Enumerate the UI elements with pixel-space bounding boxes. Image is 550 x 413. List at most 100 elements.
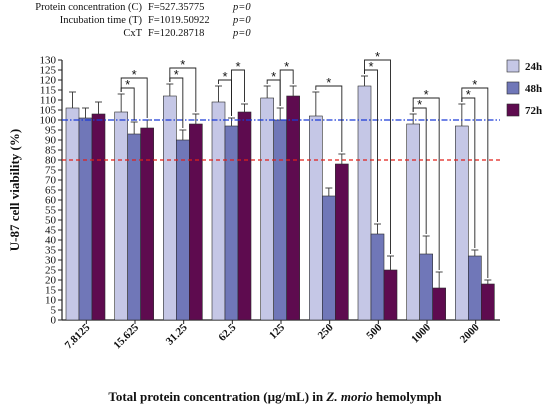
legend-swatch-72h bbox=[506, 103, 520, 117]
bar-24h-7.8125 bbox=[65, 107, 80, 321]
x-axis-title: Total protein concentration (µg/mL) in Z… bbox=[0, 389, 550, 405]
bar-48h-7.8125 bbox=[78, 117, 93, 321]
bar-24h-500 bbox=[357, 85, 372, 321]
bar-24h-1000 bbox=[406, 123, 420, 321]
stat-row-incubation-time: Incubation time (T) F=1019.50922 p=0 bbox=[0, 15, 300, 29]
bar-72h-7.8125 bbox=[91, 113, 106, 321]
legend-label-24h: 24h bbox=[525, 61, 542, 73]
stat-label: Protein concentration (C) bbox=[35, 2, 142, 13]
significance-asterisk: * bbox=[132, 67, 137, 82]
y-tick-label: 10 bbox=[45, 295, 57, 307]
y-tick-label: 75 bbox=[45, 165, 57, 177]
significance-asterisk: * bbox=[326, 75, 331, 90]
significance-asterisk: * bbox=[466, 87, 471, 102]
bar-72h-2000 bbox=[481, 283, 495, 321]
y-tick-label: 60 bbox=[45, 195, 57, 207]
y-tick-label: 130 bbox=[40, 55, 57, 67]
legend-swatch-24h bbox=[506, 59, 520, 73]
bar-48h-62.5 bbox=[224, 125, 239, 321]
stat-label: Incubation time (T) bbox=[59, 15, 142, 26]
stat-f-value: F=527.35775 bbox=[148, 2, 205, 13]
bar-24h-2000 bbox=[455, 125, 469, 321]
x-tick-label: 2000 bbox=[458, 321, 482, 345]
significance-asterisk: * bbox=[375, 49, 380, 64]
y-tick-label: 55 bbox=[45, 205, 57, 217]
bar-72h-1000 bbox=[432, 287, 446, 321]
y-tick-label: 0 bbox=[51, 315, 57, 327]
significance-bracket bbox=[412, 97, 440, 270]
significance-asterisk: * bbox=[424, 87, 429, 102]
bar-72h-125 bbox=[286, 95, 300, 321]
stat-row-interaction: CxT F=120.28718 p=0 bbox=[0, 28, 300, 42]
significance-bracket bbox=[231, 69, 245, 116]
bar-48h-31.25 bbox=[176, 139, 190, 321]
y-tick-label: 125 bbox=[40, 65, 57, 77]
bar-48h-250 bbox=[322, 195, 336, 321]
y-tick-label: 115 bbox=[40, 85, 57, 97]
y-tick-label: 40 bbox=[45, 235, 57, 247]
stat-p-value: p=0 bbox=[233, 2, 251, 13]
bar-48h-1000 bbox=[419, 253, 433, 321]
significance-asterisk: * bbox=[174, 67, 179, 82]
significance-asterisk: * bbox=[368, 59, 373, 74]
significance-asterisk: * bbox=[125, 77, 130, 92]
bar-72h-31.25 bbox=[189, 123, 203, 321]
legend-label-72h: 72h bbox=[525, 105, 542, 117]
y-tick-label: 65 bbox=[45, 185, 57, 197]
significance-bracket bbox=[364, 59, 391, 254]
y-axis-title: U-87 cell viability (%) bbox=[7, 129, 22, 251]
y-tick-label: 80 bbox=[45, 155, 57, 167]
legend-label-48h: 48h bbox=[525, 83, 542, 95]
y-tick-label: 45 bbox=[45, 225, 57, 237]
bar-72h-500 bbox=[383, 269, 398, 321]
y-tick-label: 100 bbox=[40, 115, 57, 127]
significance-bracket bbox=[169, 67, 197, 112]
stat-f-value: F=120.28718 bbox=[148, 28, 205, 39]
y-tick-label: 20 bbox=[45, 275, 57, 287]
significance-asterisk: * bbox=[417, 97, 422, 112]
stat-label: CxT bbox=[123, 28, 142, 39]
stat-f-value: F=1019.50922 bbox=[148, 15, 210, 26]
significance-asterisk: * bbox=[180, 57, 185, 72]
bar-24h-250 bbox=[309, 115, 323, 321]
y-tick-label: 35 bbox=[45, 245, 57, 257]
bar-24h-125 bbox=[260, 97, 274, 321]
x-axis-title-species: Z. morio bbox=[326, 389, 373, 404]
statistics-block: Protein concentration (C) F=527.35775 p=… bbox=[0, 0, 300, 44]
x-tick-label: 15.625 bbox=[111, 321, 141, 351]
significance-asterisk: * bbox=[284, 59, 289, 74]
significance-bracket bbox=[461, 87, 489, 278]
y-tick-label: 95 bbox=[45, 125, 57, 137]
bar-24h-15.625 bbox=[114, 111, 128, 321]
y-tick-label: 85 bbox=[45, 145, 57, 157]
stat-p-value: p=0 bbox=[233, 28, 251, 39]
y-tick-label: 120 bbox=[40, 75, 57, 87]
x-tick-label: 250 bbox=[316, 321, 337, 342]
x-axis-title-part: Total protein concentration (µg/mL) in bbox=[108, 389, 327, 404]
bar-24h-62.5 bbox=[211, 101, 226, 321]
x-tick-label: 1000 bbox=[409, 321, 433, 345]
bar-72h-62.5 bbox=[237, 111, 252, 321]
significance-bracket bbox=[279, 69, 294, 106]
significance-bracket bbox=[120, 77, 148, 118]
bar-48h-500 bbox=[370, 233, 385, 321]
x-tick-label: 125 bbox=[267, 321, 288, 342]
y-tick-label: 25 bbox=[45, 265, 57, 277]
y-tick-label: 50 bbox=[45, 215, 57, 227]
significance-bracket bbox=[315, 85, 343, 152]
y-tick-label: 90 bbox=[45, 135, 57, 147]
stat-p-value: p=0 bbox=[233, 15, 251, 26]
y-tick-label: 5 bbox=[51, 305, 57, 317]
bar-48h-2000 bbox=[468, 255, 482, 321]
significance-asterisk: * bbox=[271, 69, 276, 84]
x-axis-title-part: hemolymph bbox=[372, 389, 442, 404]
significance-asterisk: * bbox=[472, 77, 477, 92]
bar-48h-125 bbox=[273, 119, 287, 321]
bar-72h-15.625 bbox=[140, 127, 154, 321]
y-tick-label: 30 bbox=[45, 255, 57, 267]
x-tick-label: 500 bbox=[364, 321, 385, 342]
y-tick-label: 105 bbox=[40, 105, 57, 117]
x-tick-label: 62.5 bbox=[216, 321, 238, 343]
stat-row-protein-concentration: Protein concentration (C) F=527.35775 p=… bbox=[0, 2, 300, 16]
